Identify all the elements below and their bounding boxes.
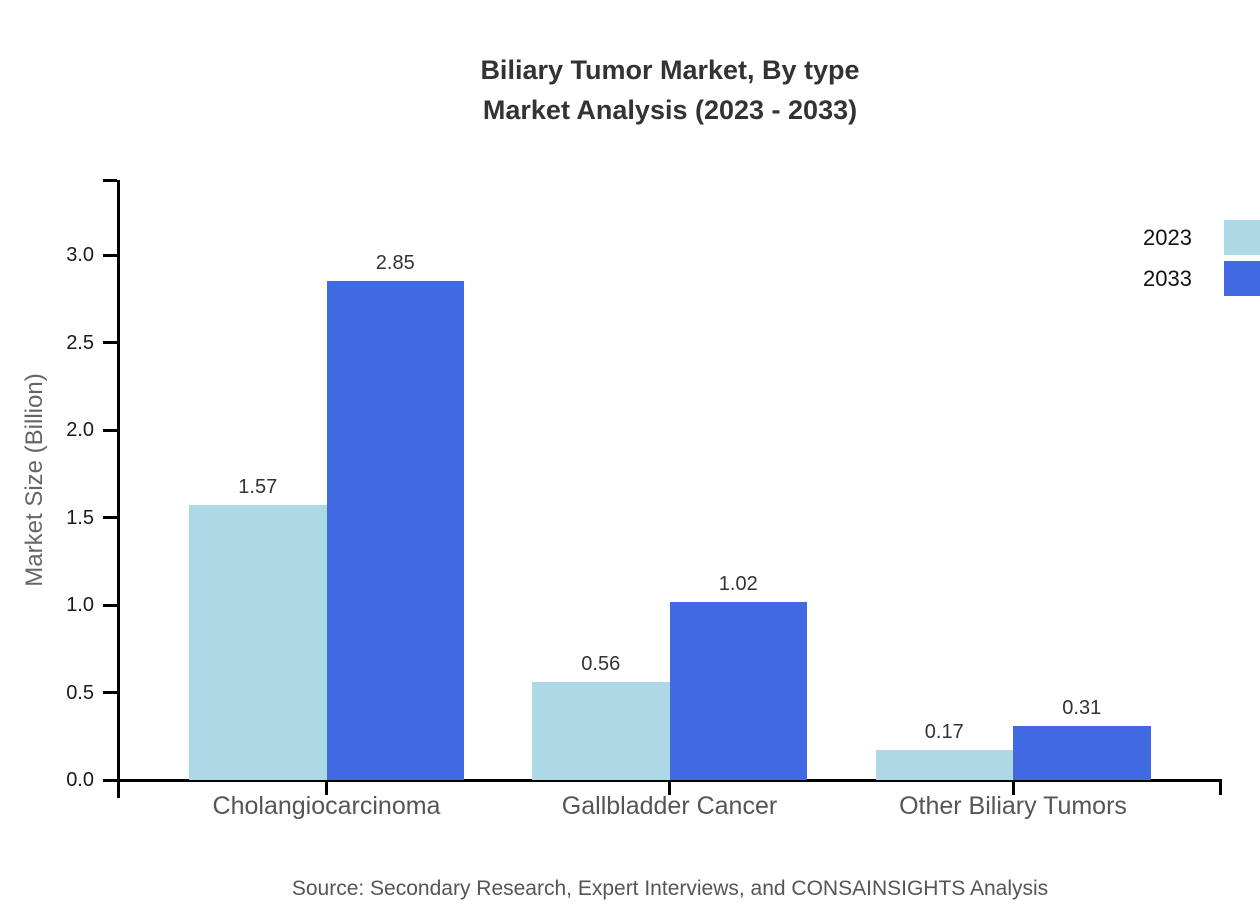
y-tick-label: 1.5 (66, 506, 94, 529)
x-tick-mark (325, 780, 328, 795)
legend-label-2023: 2023 (1143, 225, 1192, 250)
source-attribution: Source: Secondary Research, Expert Inter… (291, 877, 1049, 900)
y-tick-label: 0.5 (66, 681, 94, 704)
y-tick-mark (103, 341, 117, 344)
y-axis-line (117, 180, 120, 798)
bar-value-label: 0.31 (1062, 696, 1102, 719)
legend-swatch-2033 (1224, 261, 1260, 296)
legend-swatch-2023 (1224, 220, 1260, 255)
y-tick-mark (103, 691, 117, 694)
y-tick-mark (103, 516, 117, 519)
bar-value-label: 1.57 (238, 476, 278, 499)
y-axis-title: Market Size (Billion) (21, 373, 48, 587)
y-tick-label: 2.0 (66, 419, 94, 441)
x-axis-end-cap (1219, 780, 1222, 795)
y-tick-label: 3.0 (66, 244, 94, 266)
x-category-label: Cholangiocarcinoma (212, 792, 441, 820)
x-tick-mark (668, 780, 671, 795)
bar-2033-2 (1013, 725, 1151, 780)
x-tick-mark (1011, 780, 1015, 795)
x-category-label: Other Biliary Tumors (899, 792, 1127, 820)
chart-title-line-2: Market Analysis (2023 - 2033) (482, 95, 858, 125)
bar-2033-1 (669, 601, 807, 780)
bar-value-label: 1.02 (718, 572, 758, 595)
bar-2023-2 (875, 750, 1013, 780)
x-category-label: Gallbladder Cancer (561, 792, 778, 820)
bar-value-label: 0.56 (581, 653, 621, 675)
bar-value-label: 2.85 (375, 252, 415, 275)
y-axis-end-cap (103, 178, 117, 182)
y-tick-label: 1.0 (66, 594, 94, 616)
bar-2033-0 (326, 281, 464, 780)
x-axis-line (103, 778, 1222, 782)
bar-value-label: 0.17 (924, 721, 964, 744)
bar-2023-0 (189, 505, 327, 780)
y-tick-label: 0.0 (66, 769, 94, 791)
y-tick-label: 2.5 (66, 331, 94, 354)
y-tick-mark (103, 603, 117, 607)
chart-title-line-1: Biliary Tumor Market, By type (480, 55, 860, 85)
chart-title: Biliary Tumor Market, By type Market Ana… (80, 50, 1260, 130)
bar-2023-1 (532, 682, 670, 780)
legend-label-2033: 2033 (1143, 266, 1192, 291)
y-tick-mark (103, 253, 117, 257)
y-tick-mark (103, 428, 117, 432)
